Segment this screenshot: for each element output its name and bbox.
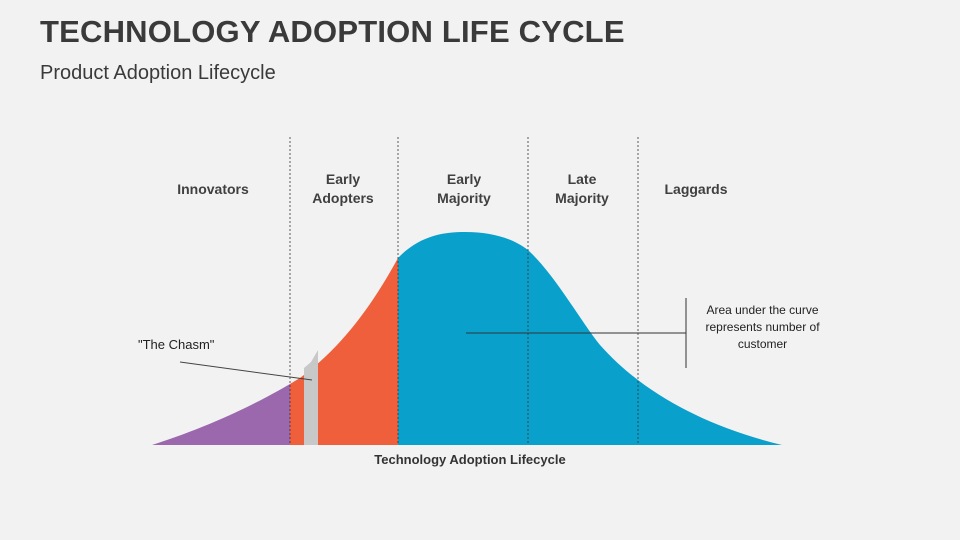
page-title: TECHNOLOGY ADOPTION LIFE CYCLE [40,14,625,49]
segment-label-laggards: Laggards [664,181,728,197]
segment-dividers [289,137,639,445]
chasm-pointer-line [179,361,313,381]
axis-label: Technology Adoption Lifecycle [374,452,566,467]
area-annotation: Area under the curve represents number o… [705,303,820,351]
page-subtitle: Product Adoption Lifecycle [40,62,276,84]
segment-label-early-adopters: Early Adopters [312,171,374,206]
segment-label-innovators: Innovators [177,181,249,197]
segment-label-early-majority: Early Majority [437,171,491,206]
innovators-area [152,232,290,445]
chasm-gap [304,350,318,445]
segment-label-late-majority: Late Majority [555,171,609,206]
chasm-label: "The Chasm" [138,337,215,352]
